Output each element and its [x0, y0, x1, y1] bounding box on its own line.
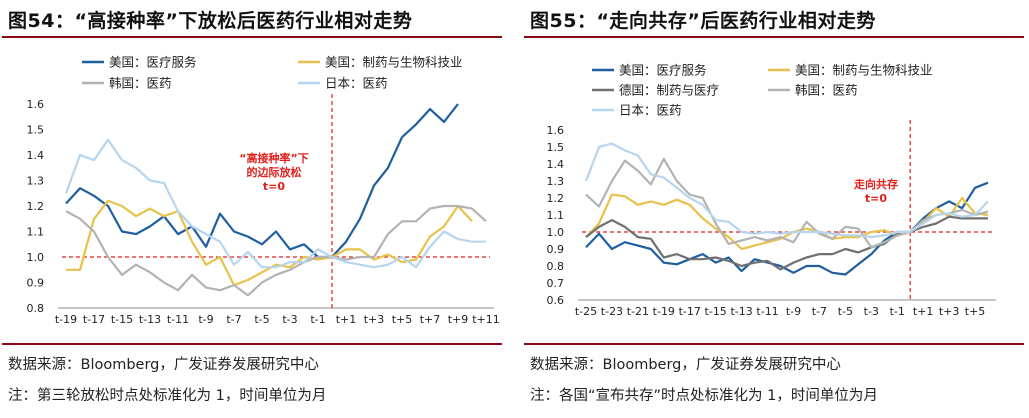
- right-y-tick-label: 1.3: [547, 175, 565, 188]
- right-x-tick-label: t-9: [786, 305, 801, 318]
- left-y-tick-label: 1.4: [27, 149, 45, 162]
- right-legend-label: 美国：医疗服务: [619, 63, 707, 78]
- right-y-tick-label: 0.8: [547, 260, 565, 273]
- left-legend-label: 韩国：医药: [109, 76, 172, 91]
- left-annotation-line: “高接种率”下: [239, 151, 308, 165]
- left-series-2-line: [65, 204, 487, 297]
- left-y-tick-label: 1.5: [27, 124, 45, 137]
- left-y-tick-label: 1.2: [27, 200, 45, 213]
- right-x-tick-label: t+3: [939, 305, 960, 318]
- left-annotation-line: 的边际放松: [247, 165, 302, 179]
- left-x-tick-label: t-1: [310, 313, 325, 326]
- left-legend-entry-3: 日本：医药: [298, 76, 388, 91]
- right-footer-rule: [524, 343, 1024, 345]
- right-x-tick-label: t-23: [601, 305, 623, 318]
- left-x-tick-label: t-3: [282, 313, 297, 326]
- right-x-tick-label: t-17: [679, 305, 701, 318]
- left-x-tick-label: t+11: [472, 313, 500, 326]
- left-x-tick-label: t-7: [226, 313, 241, 326]
- left-note-text: 注：第三轮放松时点处标准化为 1，时间单位为月: [8, 388, 327, 404]
- left-x-tick-label: t+7: [420, 313, 441, 326]
- right-legend-entry-4: 日本：医药: [592, 103, 682, 118]
- left-footer-rule: [2, 343, 502, 345]
- left-x-tick-label: t-19: [55, 313, 77, 326]
- right-y-tick-label: 0.6: [547, 294, 565, 307]
- right-x-tick-label: t+5: [965, 305, 986, 318]
- left-y-tick-label: 1.1: [27, 226, 45, 239]
- right-note-text: 注：各国“宣布共存”时点处标准化为 1，时间单位为月: [530, 388, 878, 404]
- left-series-1-line: [66, 199, 473, 287]
- left-legend-label: 美国：医疗服务: [109, 55, 197, 70]
- right-legend-label: 美国：制药与生物科技业: [795, 63, 933, 78]
- left-x-tick-label: t-15: [111, 313, 133, 326]
- left-series-0-line: [65, 103, 459, 259]
- left-x-tick-label: t+1: [336, 313, 357, 326]
- right-x-tick-label: t-19: [653, 305, 675, 318]
- right-series-4-line: [584, 142, 989, 239]
- left-x-tick-label: t-9: [198, 313, 213, 326]
- right-legend-entry-3: 韩国：医药: [768, 83, 858, 98]
- left-x-tick-label: t+5: [392, 313, 413, 326]
- right-annotation-line: t=0: [865, 192, 887, 205]
- right-x-tick-label: t-25: [575, 305, 597, 318]
- left-x-tick-label: t-13: [139, 313, 161, 326]
- left-y-tick-label: 1.3: [27, 175, 45, 188]
- right-x-tick-label: t-15: [705, 305, 727, 318]
- right-legend-entry-0: 美国：医疗服务: [592, 63, 707, 78]
- right-series-3-line: [585, 157, 989, 249]
- left-y-tick-label: 1.0: [27, 251, 45, 264]
- right-x-tick-label: t-21: [627, 305, 649, 318]
- left-x-tick-label: t-5: [254, 313, 269, 326]
- right-y-tick-label: 1.4: [547, 158, 565, 171]
- right-series-0-line: [585, 181, 989, 276]
- right-chart-panel: 图55：“走向共存”后医药行业相对走势 美国：医疗服务 美国：制药与生物科技业德国…: [524, 0, 1029, 418]
- right-legend-entry-2: 德国：制药与医疗: [592, 83, 719, 98]
- left-y-tick-label: 0.9: [27, 277, 45, 290]
- left-x-tick-label: t+3: [364, 313, 385, 326]
- right-x-tick-label: t-13: [730, 305, 752, 318]
- right-title-rule: [524, 36, 1024, 38]
- right-y-tick-label: 1.6: [547, 124, 565, 137]
- right-legend-entry-1: 美国：制药与生物科技业: [768, 63, 933, 78]
- left-legend-label: 美国：制药与生物科技业: [325, 55, 463, 70]
- right-series-2-line: [585, 215, 988, 271]
- left-annotation-line: t=0: [263, 180, 285, 193]
- left-title-rule: [2, 36, 502, 38]
- right-legend-label: 日本：医药: [619, 103, 682, 118]
- left-legend-entry-0: 美国：医疗服务: [82, 55, 197, 70]
- left-x-tick-label: t-17: [83, 313, 105, 326]
- right-x-tick-label: t-5: [838, 305, 853, 318]
- right-y-tick-label: 0.7: [547, 277, 565, 290]
- left-legend-entry-1: 美国：制药与生物科技业: [298, 55, 463, 70]
- right-x-tick-label: t-3: [864, 305, 879, 318]
- left-x-tick-label: t+9: [448, 313, 469, 326]
- right-annotation-line: 走向共存: [853, 177, 898, 191]
- right-chart-title: 图55：“走向共存”后医药行业相对走势: [530, 10, 876, 32]
- left-chart-title: 图54：“高接种率”下放松后医药行业相对走势: [8, 10, 413, 32]
- left-legend-label: 日本：医药: [325, 76, 388, 91]
- right-legend-label: 韩国：医药: [795, 83, 858, 98]
- left-chart-panel: 图54：“高接种率”下放松后医药行业相对走势 美国：医疗服务 美国：制药与生物科技…: [2, 0, 510, 418]
- left-x-tick-label: t-11: [167, 313, 189, 326]
- left-legend-entry-2: 韩国：医药: [82, 76, 172, 91]
- left-series-3-line: [64, 138, 486, 269]
- left-source-text: 数据来源：Bloomberg，广发证券发展研究中心: [8, 357, 319, 373]
- left-y-tick-label: 0.8: [27, 302, 45, 315]
- right-x-tick-label: t+1: [913, 305, 934, 318]
- right-x-tick-label: t-7: [812, 305, 827, 318]
- right-y-tick-label: 0.9: [547, 243, 565, 256]
- right-y-tick-label: 1.1: [547, 209, 565, 222]
- right-source-text: 数据来源：Bloomberg，广发证券发展研究中心: [530, 357, 841, 373]
- right-x-tick-label: t-1: [890, 305, 905, 318]
- right-x-tick-label: t-11: [756, 305, 778, 318]
- right-y-tick-label: 1.0: [547, 226, 565, 239]
- left-y-tick-label: 1.6: [27, 98, 45, 111]
- right-y-tick-label: 1.2: [547, 192, 565, 205]
- right-legend-label: 德国：制药与医疗: [619, 83, 719, 98]
- right-y-tick-label: 1.5: [547, 141, 565, 154]
